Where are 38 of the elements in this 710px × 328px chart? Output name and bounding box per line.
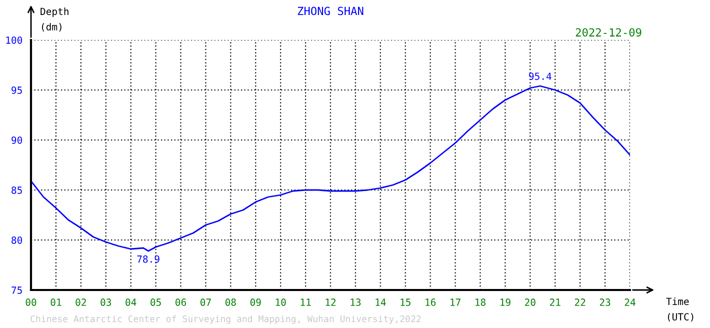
x-tick-label: 10 <box>276 298 286 306</box>
x-tick-label: 21 <box>550 298 560 306</box>
y-tick-label: 95 <box>12 86 22 94</box>
x-tick-label: 15 <box>400 298 410 306</box>
x-tick-label: 05 <box>150 298 161 306</box>
y-tick-label: 75 <box>12 286 22 294</box>
y-tick-label: 100 <box>6 36 22 44</box>
x-tick-label: 04 <box>126 298 136 306</box>
chart-title: ZHONG SHAN <box>298 6 364 16</box>
annotation: 78.9 <box>137 255 160 263</box>
x-tick-label: 09 <box>250 298 261 306</box>
line-series <box>31 85 630 252</box>
y-tick-label: 85 <box>12 186 22 194</box>
x-tick-label: 20 <box>525 298 536 306</box>
text: 2022-12-09 <box>576 28 642 37</box>
x-tick-label: 03 <box>100 298 111 306</box>
annotation: 95.4 <box>529 72 552 80</box>
x-tick-label: 07 <box>200 298 211 306</box>
y-axis-title: Depth (dm) <box>40 8 68 32</box>
x-tick-label: 08 <box>225 298 236 306</box>
x-tick-label: 23 <box>600 298 610 306</box>
x-tick-label: 11 <box>300 298 311 306</box>
y-tick-label: 90 <box>12 136 22 144</box>
x-tick-label: 06 <box>176 298 186 306</box>
x-tick-label: 00 <box>26 298 36 306</box>
x-tick-label: 24 <box>624 298 636 306</box>
x-tick-label: 19 <box>500 298 510 306</box>
x-tick-label: 01 <box>50 298 62 306</box>
x-tick-label: 17 <box>450 298 460 306</box>
x-tick-label: 13 <box>350 298 361 306</box>
x-tick-label: 16 <box>426 298 436 306</box>
x-tick-label: 14 <box>376 298 386 306</box>
y-tick-label: 80 <box>12 236 22 244</box>
x-tick-label: 18 <box>476 298 486 306</box>
x-tick-label: 02 <box>76 298 86 306</box>
x-tick-label: 22 <box>574 298 586 306</box>
x-tick-label: 12 <box>326 298 336 306</box>
x-axis-title: Time (UTC) <box>666 298 694 322</box>
